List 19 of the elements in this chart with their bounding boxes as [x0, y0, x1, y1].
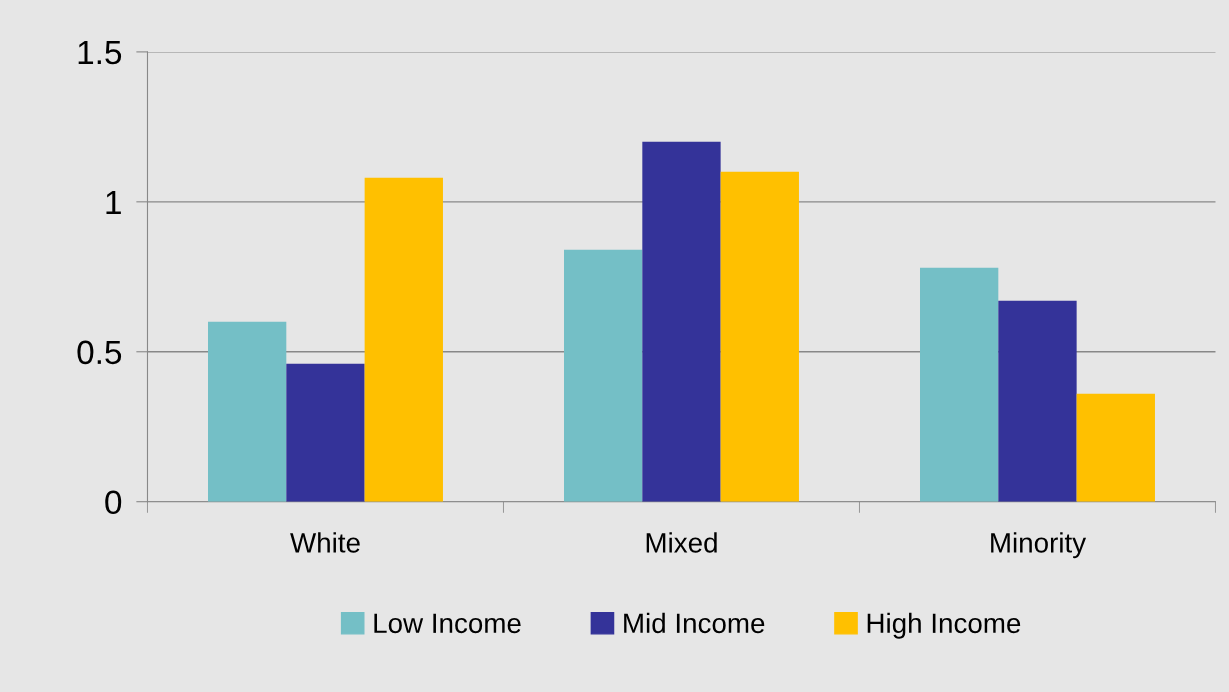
legend-label: High Income	[867, 612, 1021, 639]
bar	[364, 177, 443, 502]
x-tick-label: White	[290, 532, 360, 553]
bar	[642, 141, 721, 502]
bar	[920, 267, 999, 502]
x-tick-label: Minority	[991, 532, 1087, 559]
bar	[208, 321, 287, 502]
legend-label: Mid Income	[624, 612, 765, 634]
x-tick-label: Mixed	[646, 532, 717, 553]
legend-label: Low Income	[374, 613, 521, 634]
y-tick-label: 0.5	[77, 340, 122, 365]
bar	[286, 363, 365, 502]
y-tick-label: 1.5	[78, 41, 122, 65]
bar	[564, 249, 643, 502]
bar	[998, 300, 1077, 502]
bar	[720, 171, 799, 502]
bar	[1076, 393, 1155, 502]
y-tick-label: 0	[105, 490, 122, 515]
y-tick-label: 1	[106, 190, 121, 214]
